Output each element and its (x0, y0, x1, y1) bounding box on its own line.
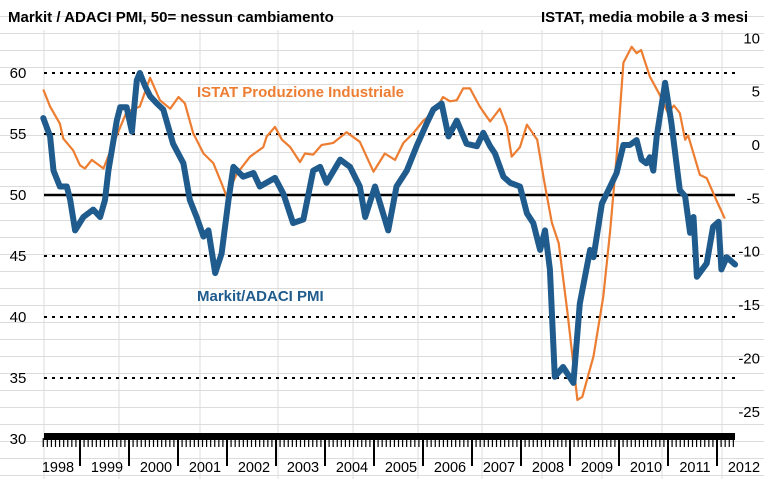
x-tick-label: 1999 (91, 460, 123, 476)
y-right-tick-label: -20 (738, 350, 760, 367)
x-tick-label: 2000 (140, 460, 172, 476)
y-right-tick-label: 5 (752, 84, 760, 101)
x-tick-label: 1998 (42, 460, 74, 476)
x-tick-label: 2003 (287, 460, 319, 476)
y-axis-right: -25 -20 -15 -10 -5 0 5 10 (738, 30, 760, 420)
y-right-tick-label: -15 (738, 297, 760, 314)
series-line-istat (42, 45, 726, 402)
title-right: ISTAT, media mobile a 3 mesi (541, 9, 748, 26)
reference-lines (44, 72, 735, 379)
x-axis-band (44, 433, 735, 440)
annotation-pmi: Markit/ADACI PMI (197, 288, 324, 305)
y-right-tick-label: 10 (743, 30, 760, 47)
y-axis-left: 30 35 40 45 50 55 60 (10, 65, 27, 448)
x-tick-label: 2004 (336, 460, 368, 476)
x-tick-label: 2009 (581, 460, 613, 476)
x-axis: 1998 1999 2000 2001 2002 2003 2004 2005 2006 2007… (42, 433, 760, 476)
x-tick-label: 2005 (385, 460, 417, 476)
y-right-tick-label: 0 (752, 137, 760, 154)
x-tick-label: 2012 (728, 460, 760, 476)
y-left-tick-label: 45 (10, 248, 27, 265)
x-tick-label: 2006 (434, 460, 466, 476)
y-right-tick-label: -10 (738, 244, 760, 261)
y-right-tick-label: -25 (738, 404, 760, 421)
y-left-tick-label: 40 (10, 309, 27, 326)
x-tick-label: 2008 (532, 460, 564, 476)
x-tick-label: 2001 (189, 460, 221, 476)
y-right-tick-label: -5 (747, 190, 760, 207)
x-tick-label: 2002 (238, 460, 270, 476)
title-left: Markit / ADACI PMI, 50= nessun cambiamen… (8, 9, 334, 26)
y-left-tick-label: 60 (10, 65, 27, 82)
y-left-tick-label: 50 (10, 187, 27, 204)
y-left-tick-label: 35 (10, 370, 27, 387)
annotation-istat: ISTAT Produzione Industriale (197, 84, 404, 101)
y-left-tick-label: 55 (10, 126, 27, 143)
y-left-tick-label: 30 (10, 431, 27, 448)
x-tick-label: 2011 (679, 460, 710, 476)
x-tick-label: 2007 (483, 460, 515, 476)
x-tick-label: 2010 (630, 460, 662, 476)
series-line-pmi (40, 70, 739, 386)
